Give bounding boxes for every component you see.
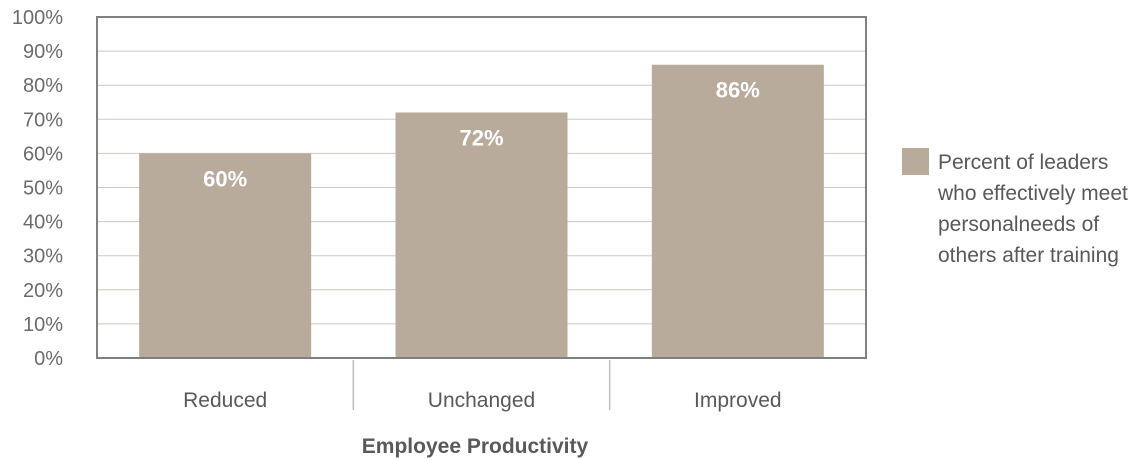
data-label: 60% <box>203 166 247 191</box>
bar-improved <box>651 64 824 359</box>
plot-frame <box>96 16 867 359</box>
data-label: 86% <box>716 78 760 103</box>
bar-reduced <box>139 153 312 358</box>
y-tick-label: 60% <box>23 143 63 165</box>
legend-label: others after training <box>938 244 1119 267</box>
y-tick-label: 0% <box>34 348 63 370</box>
y-tick-label: 80% <box>23 75 63 97</box>
y-tick-label: 50% <box>23 178 63 200</box>
bars: 60% 72% 86% <box>139 64 824 359</box>
x-category-label: Unchanged <box>428 389 535 412</box>
y-tick-label: 30% <box>23 246 63 268</box>
x-category-label: Reduced <box>183 389 267 412</box>
plot-border <box>96 16 867 359</box>
y-axis-ticks: 0% 10% 20% 30% 40% 50% 60% 70% 80% 90% 100% <box>12 7 63 370</box>
legend-label: Percent of leaders <box>938 151 1108 174</box>
legend-label: personalneeds of <box>938 213 1099 236</box>
y-tick-label: 10% <box>23 314 63 336</box>
legend-swatch <box>902 148 929 175</box>
y-tick-label: 20% <box>23 280 63 302</box>
x-axis-categories: Reduced Unchanged Improved <box>183 360 782 412</box>
y-tick-label: 70% <box>23 109 63 131</box>
y-tick-label: 100% <box>12 7 63 29</box>
x-category-label: Improved <box>694 389 782 412</box>
legend: Percent of leaders who effectively meet pe… <box>902 148 1128 267</box>
y-tick-label: 40% <box>23 212 63 234</box>
y-tick-label: 90% <box>23 41 63 63</box>
data-label: 72% <box>459 125 503 150</box>
x-axis-title: Employee Productivity <box>362 435 589 458</box>
bar-unchanged <box>395 112 568 358</box>
legend-label: who effectively meet <box>937 182 1128 205</box>
